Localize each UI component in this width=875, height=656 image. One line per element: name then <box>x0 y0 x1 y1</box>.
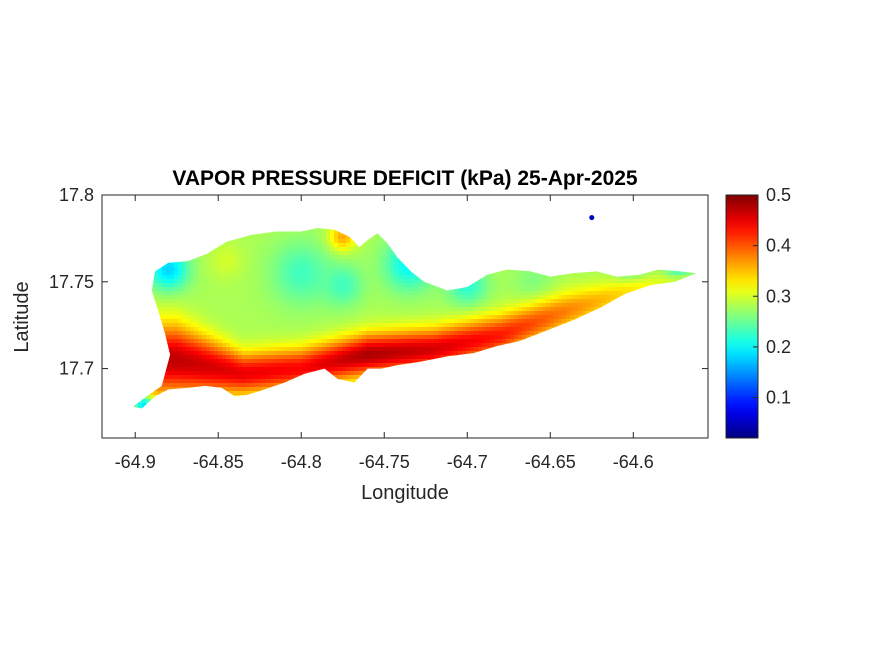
x-tick-label: -64.9 <box>115 452 156 472</box>
x-tick-label: -64.75 <box>359 452 410 472</box>
y-tick-label: 17.7 <box>59 359 94 379</box>
x-axis: -64.9 -64.85 -64.8 -64.75 -64.7 -64.65 -64.6 <box>115 195 654 472</box>
colorbar-tick-label: 0.4 <box>766 236 791 256</box>
x-tick-label: -64.85 <box>193 452 244 472</box>
colorbar-fill <box>726 195 758 438</box>
colorbar-tick-label: 0.3 <box>766 286 791 306</box>
islet-mark <box>589 215 595 221</box>
colorbar-tick-label: 0.5 <box>766 185 791 205</box>
colorbar-frame <box>725 194 759 439</box>
y-tick-label: 17.75 <box>49 272 94 292</box>
plot-frame <box>101 194 709 439</box>
colorbar-ticks: 0.1 0.2 0.3 0.4 0.5 <box>753 185 791 408</box>
x-tick-label: -64.8 <box>281 452 322 472</box>
y-axis: 17.7 17.75 17.8 <box>49 185 708 379</box>
colorbar-tick-label: 0.2 <box>766 337 791 357</box>
x-tick-label: -64.6 <box>613 452 654 472</box>
map-title: VAPOR PRESSURE DEFICIT (kPa) 25-Apr-2025 <box>172 167 638 190</box>
y-tick-label: 17.8 <box>59 185 94 205</box>
y-axis-label: Latitude <box>11 281 33 352</box>
x-tick-label: -64.7 <box>447 452 488 472</box>
x-tick-label: -64.65 <box>525 452 576 472</box>
colorbar: 0.1 0.2 0.3 0.4 0.5 <box>725 185 791 439</box>
x-axis-label: Longitude <box>361 482 449 504</box>
colorbar-tick-label: 0.1 <box>766 388 791 408</box>
